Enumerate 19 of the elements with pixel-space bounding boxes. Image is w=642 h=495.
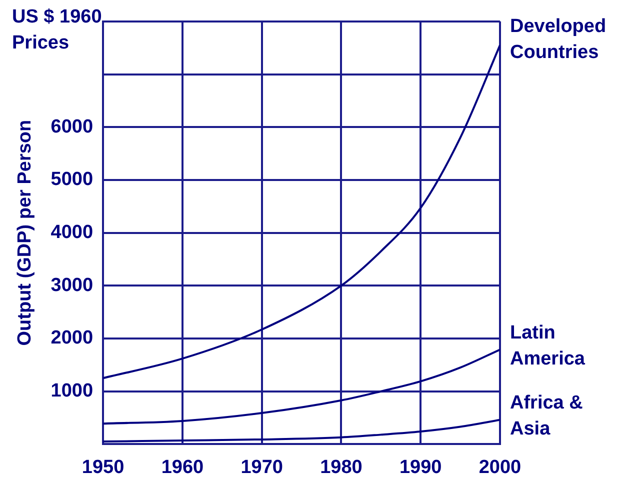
x-tick-label: 2000 xyxy=(478,456,522,478)
line-series xyxy=(103,348,500,425)
x-tick-label: 1970 xyxy=(240,456,283,478)
y-tick-label: 3000 xyxy=(50,274,94,296)
x-tick-label: 1990 xyxy=(399,456,442,478)
y-tick-label: 5000 xyxy=(50,169,94,190)
x-tick-label: 1950 xyxy=(82,456,124,478)
y-axis-title: Output (GDP) per Person xyxy=(14,120,36,346)
y-tick-label: 1000 xyxy=(50,380,94,402)
x-tick-label: 1960 xyxy=(161,456,204,478)
chart-title: US $ 1960 Prices xyxy=(12,6,102,54)
series-label: Latin America xyxy=(510,322,586,370)
line-series xyxy=(103,44,500,380)
x-tick-label: 1980 xyxy=(320,456,362,478)
y-tick-label: 4000 xyxy=(50,222,94,244)
series-label: Africa & Asia xyxy=(510,392,584,440)
y-tick-label: 6000 xyxy=(50,116,94,138)
y-tick-label: 2000 xyxy=(50,328,94,349)
series-label: Developed Countries xyxy=(510,16,606,64)
